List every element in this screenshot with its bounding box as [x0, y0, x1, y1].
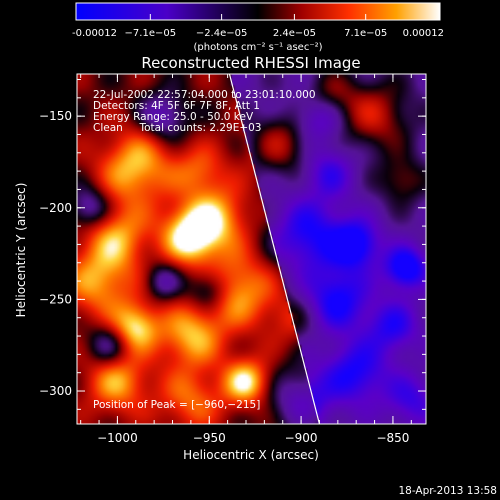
y-axis-ticks: −300 −250 −200 −150: [39, 78, 426, 410]
chart-title: Reconstructed RHESSI Image: [141, 54, 360, 72]
y-tick-label: −150: [39, 109, 72, 123]
colorbar-tick-label: 2.4e−05: [273, 28, 316, 39]
y-tick-label: −250: [39, 292, 72, 306]
x-tick-label: −850: [376, 431, 409, 445]
x-tick-label: −950: [193, 431, 226, 445]
heatmap: [77, 74, 426, 424]
colorbar-tick-label: 7.1e−05: [344, 28, 387, 39]
x-axis-label: Heliocentric X (arcsec): [183, 448, 319, 462]
footer-timestamp: 18-Apr-2013 13:58: [398, 485, 497, 497]
x-axis-ticks: −1000 −950 −900 −850: [80, 74, 412, 445]
annotation-energy: Energy Range: 25.0 - 50.0 keV: [93, 111, 254, 123]
x-tick-label: −900: [285, 431, 318, 445]
colorbar-ticks: -0.00012 −7.1e−05 −2.4e−05 2.4e−05 7.1e−05 0.…: [72, 14, 444, 39]
observation-annotations: 22-Jul-2002 22:57:04.000 to 23:01:10.000…: [93, 89, 316, 411]
annotation-time: 22-Jul-2002 22:57:04.000 to 23:01:10.000: [93, 89, 316, 101]
colorbar-tick-label: −7.1e−05: [125, 28, 177, 39]
heatmap-image: [77, 74, 426, 424]
x-tick-label: −1000: [97, 431, 138, 445]
plot-frame: [76, 73, 427, 425]
y-tick-label: −300: [39, 384, 72, 398]
colorbar-gradient: [75, 2, 441, 21]
colorbar-units: (photons cm⁻² s⁻¹ asec⁻²): [193, 42, 322, 53]
y-axis-label: Heliocentric Y (arcsec): [14, 183, 28, 318]
annotation-detectors: Detectors: 4F 5F 6F 7F 8F, Att 1: [93, 100, 260, 112]
y-tick-label: −200: [39, 201, 72, 215]
annotation-counts: Clean Total counts: 2.29E+03: [93, 122, 262, 134]
colorbar-tick-label: −2.4e−05: [196, 28, 248, 39]
colorbar-tick-label: 0.00012: [403, 28, 444, 39]
colorbar: -0.00012 −7.1e−05 −2.4e−05 2.4e−05 7.1e−05 0.…: [72, 2, 444, 53]
colorbar-tick-label: -0.00012: [72, 28, 117, 39]
peak-position-label: Position of Peak = [−960,−215]: [93, 399, 260, 411]
solar-limb-line: [228, 74, 321, 424]
